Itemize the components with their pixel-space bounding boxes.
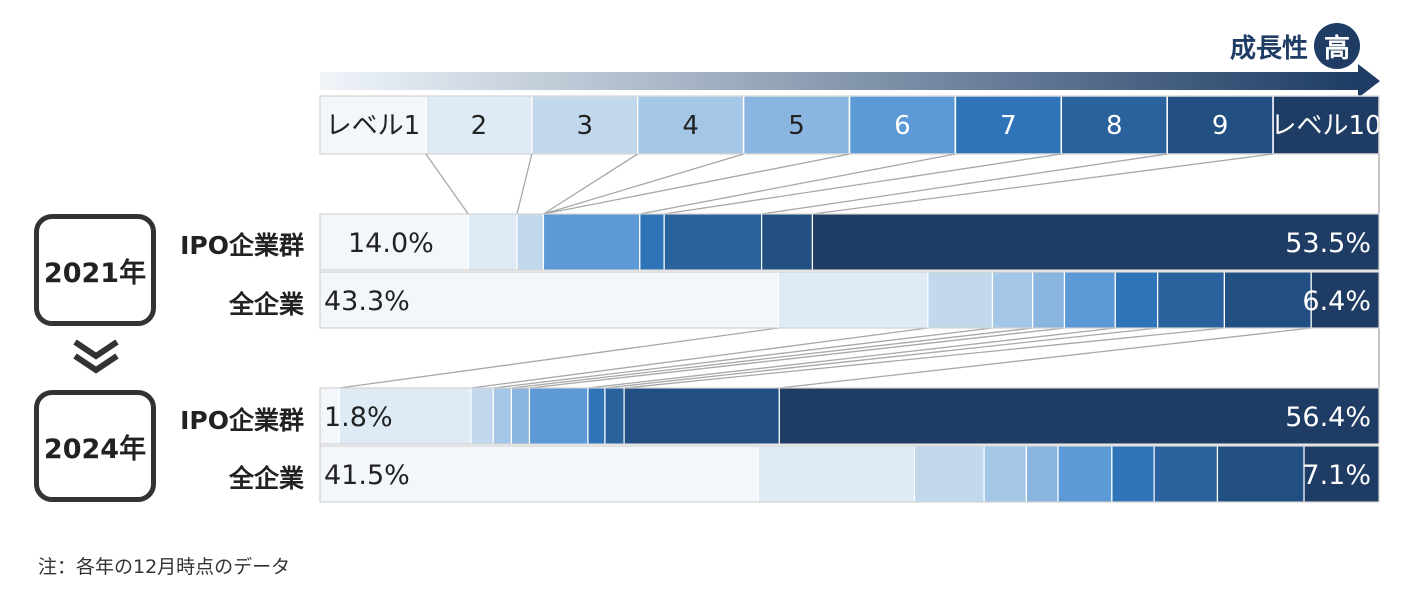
- bar-frame: [319, 387, 1380, 445]
- connector-line: [624, 327, 1225, 389]
- legend-box-level-1: [319, 95, 427, 155]
- connector-line: [470, 327, 928, 389]
- bar-segment-level-7: [1111, 445, 1155, 503]
- legend-label-level-2: 2: [471, 111, 488, 141]
- bar-segment-level-6: [528, 387, 589, 445]
- footnote: 注：各年の12月時点のデータ: [38, 556, 291, 578]
- bar-segment-level-3: [516, 213, 545, 271]
- connector-line: [812, 153, 1274, 215]
- value-label-level-1: 1.8%: [324, 402, 393, 433]
- bar-segment-level-7: [1114, 271, 1159, 329]
- value-label-level-10: 56.4%: [1285, 402, 1371, 433]
- bar-segment-level-6: [1063, 271, 1116, 329]
- value-label-level-10: 6.4%: [1302, 286, 1371, 317]
- bar-segment-level-8: [1157, 271, 1225, 329]
- legend-box-level-10: [1272, 95, 1380, 155]
- connector-line: [543, 153, 744, 215]
- bar-segment-level-2: [757, 445, 916, 503]
- growth-high-badge: 高: [1314, 23, 1360, 69]
- bar-frame: [319, 271, 1380, 329]
- connector-line: [516, 153, 533, 215]
- bar-segment-level-2: [777, 271, 929, 329]
- level-legend: レベル1 2 3 4 5 6 7 8 9 レベル10: [319, 95, 1382, 155]
- legend-label-level-1: レベル1: [326, 111, 421, 141]
- legend-label-level-9: 9: [1212, 111, 1229, 141]
- connector-line: [493, 327, 993, 389]
- bar-segment-level-9: [1223, 271, 1312, 329]
- bar-segment-level-10: [778, 387, 1380, 445]
- legend-label-level-4: 4: [682, 111, 699, 141]
- year-box-2024: 2024年: [34, 390, 156, 502]
- bar-segment-level-3: [927, 271, 994, 329]
- bar-segment-level-6: [542, 213, 641, 271]
- bar-segment-level-7: [587, 387, 606, 445]
- connector-line: [587, 327, 1116, 389]
- legend-label-level-6: 6: [894, 111, 911, 141]
- value-label-level-1: 43.3%: [324, 286, 410, 317]
- bar-segment-level-3: [913, 445, 985, 503]
- growth-arrow: [320, 64, 1380, 98]
- bar-frame: [319, 213, 1380, 271]
- connector-line: [639, 153, 956, 215]
- value-labels: 14.0% 53.5% 43.3% 6.4% 1.8% 56.4% 41.5% 7.1%: [324, 228, 1371, 491]
- connector-line: [543, 153, 850, 215]
- bar-segment-level-1: [319, 445, 759, 503]
- connector-line: [425, 153, 469, 215]
- row-label-2021-all: 全企業: [228, 290, 304, 319]
- connector-line: [761, 153, 1168, 215]
- bar-segment-level-9: [1216, 445, 1305, 503]
- bar-segment-level-8: [604, 387, 625, 445]
- connector-lines: [339, 153, 1380, 389]
- bar-segment-level-8: [1153, 445, 1219, 503]
- value-label-level-10: 53.5%: [1285, 228, 1371, 259]
- year-box-2021: 2021年: [34, 214, 156, 326]
- bars: [319, 213, 1380, 503]
- chevron-down-icon: [73, 339, 119, 374]
- bar-segment-level-5: [1032, 271, 1066, 329]
- bar-segment-level-1: [319, 271, 780, 329]
- row-label-2024-all: 全企業: [228, 464, 304, 493]
- bar-frame: [319, 445, 1380, 503]
- bar-segment-level-4: [983, 445, 1027, 503]
- bar-segment-level-9: [761, 213, 814, 271]
- connector-line: [779, 327, 1312, 389]
- bar-segment-level-10: [811, 213, 1380, 271]
- value-label-level-10: 7.1%: [1302, 460, 1371, 491]
- bar-segment-level-2: [467, 213, 518, 271]
- bar-segment-level-5: [510, 387, 531, 445]
- bar-segment-level-3: [470, 387, 494, 445]
- growth-label: 成長性: [1229, 33, 1308, 64]
- value-label-level-1: 41.5%: [324, 460, 410, 491]
- legend-label-level-10: レベル10: [1271, 111, 1382, 141]
- connector-line: [664, 153, 1062, 215]
- legend-label-level-3: 3: [576, 111, 593, 141]
- growth-indicator: 成長性 高: [1150, 22, 1360, 70]
- bar-segment-level-8: [663, 213, 763, 271]
- bar-segment-level-7: [639, 213, 665, 271]
- bar-segment-level-4: [991, 271, 1034, 329]
- legend-label-level-7: 7: [1000, 111, 1017, 141]
- row-label-2021-ipo: IPO企業群: [180, 231, 304, 260]
- row-label-2024-ipo: IPO企業群: [180, 406, 304, 435]
- legend-label-level-5: 5: [788, 111, 805, 141]
- legend-box-level-7: [954, 95, 1063, 155]
- connector-line: [543, 153, 639, 215]
- bar-segment-level-1: [319, 213, 469, 271]
- legend-label-level-8: 8: [1106, 111, 1123, 141]
- legend-box-level-5: [742, 95, 851, 155]
- bar-segment-level-5: [1025, 445, 1059, 503]
- bar-segment-level-6: [1057, 445, 1113, 503]
- connector-line: [529, 327, 1065, 389]
- bar-segment-level-9: [623, 387, 780, 445]
- connector-line: [339, 327, 779, 389]
- bar-segment-level-4: [492, 387, 512, 445]
- connector-line: [511, 327, 1033, 389]
- value-label-level-1: 14.0%: [348, 228, 434, 259]
- connector-line: [604, 327, 1158, 389]
